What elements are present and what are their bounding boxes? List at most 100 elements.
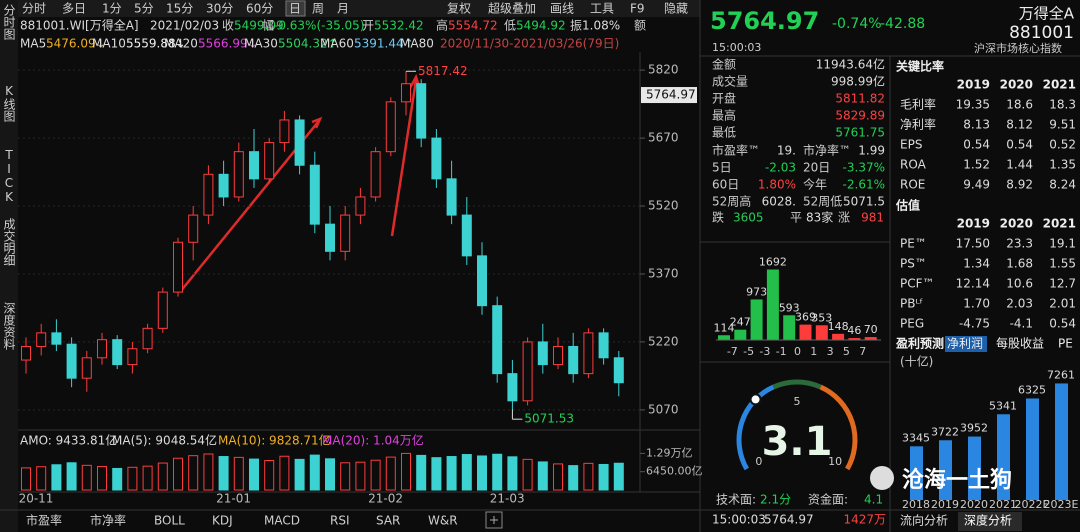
forecast-tab[interactable]: 每股收益 xyxy=(996,336,1044,351)
tool-button[interactable]: 复权 xyxy=(447,2,471,16)
amo-label: MA(5): 9048.54亿 xyxy=(112,433,217,448)
metric-label: 60日 xyxy=(712,178,739,192)
period-tab[interactable]: 5分 xyxy=(134,2,154,16)
tool-button[interactable]: 画线 xyxy=(550,2,574,16)
toolbar-bg xyxy=(0,0,700,17)
trend-arrow xyxy=(179,73,422,293)
indicator-tab[interactable]: SAR xyxy=(376,514,400,528)
indicator-tab[interactable]: 市盈率 xyxy=(26,513,62,528)
panel-tab[interactable]: 深度分析 xyxy=(964,513,1012,528)
gauge-value: 3.1 xyxy=(762,419,833,465)
forecast-tab[interactable]: 盈利预测 xyxy=(895,336,944,351)
side-tab[interactable]: 深度资料 xyxy=(2,302,16,350)
ratio-label: 毛利率 xyxy=(900,97,936,112)
date-label: 20-11 xyxy=(19,492,54,506)
score-value: 2.1分 xyxy=(760,493,791,507)
candle-body xyxy=(355,196,366,216)
ratio-label: PS™ xyxy=(900,257,927,271)
indicator-tab[interactable]: BOLL xyxy=(154,514,185,528)
trade-price: 5764.97 xyxy=(764,513,814,527)
side-tab[interactable]: 分时图 xyxy=(2,4,16,40)
period-tab[interactable]: 分时 xyxy=(22,2,46,16)
indicator-tab[interactable]: KDJ xyxy=(212,514,233,528)
tool-button[interactable]: F9 xyxy=(630,2,645,16)
forecast-tab[interactable]: 净利润 xyxy=(947,337,983,351)
stat-label: 金额 xyxy=(712,57,736,72)
gauge-needle xyxy=(749,393,762,406)
date-label: 21-02 xyxy=(368,492,403,506)
volume-bar xyxy=(340,462,351,491)
forecast-bar xyxy=(968,436,981,500)
year-header: 2019 xyxy=(957,217,990,231)
forecast-tab[interactable]: PE xyxy=(1058,337,1073,351)
year-label: 2020 xyxy=(960,498,988,511)
volume-bar xyxy=(188,455,199,491)
forecast-bar xyxy=(939,440,952,500)
info-value: 2021/02/03 xyxy=(150,19,219,33)
period-tab[interactable]: 30分 xyxy=(206,2,233,16)
info-label: 低 xyxy=(504,19,516,33)
period-tab[interactable]: 多日 xyxy=(62,2,86,16)
price-tick-label: 5670 xyxy=(648,131,679,145)
year-header: 2019 xyxy=(957,78,990,92)
breadth-bar xyxy=(848,338,861,340)
stat-label: 成交量 xyxy=(712,74,748,89)
indicator-tab[interactable]: RSI xyxy=(330,514,350,528)
ratio-value: 1.70 xyxy=(963,297,990,311)
volume-bar xyxy=(264,460,275,491)
breadth-value: 3605 xyxy=(733,211,764,225)
wechat-icon xyxy=(870,466,894,490)
breadth-bar xyxy=(864,337,877,340)
ratio-label: EPS xyxy=(900,138,922,152)
trade-volume: 1427万 xyxy=(843,513,886,527)
candle-body xyxy=(507,373,518,402)
tool-button[interactable]: 隐藏 xyxy=(664,2,688,16)
volume-bar xyxy=(492,453,503,491)
volume-bar xyxy=(325,458,335,491)
period-tab[interactable]: 周 xyxy=(312,2,324,16)
amo-label: MA(20): 1.04万亿 xyxy=(322,433,424,448)
ratio-value: -4.75 xyxy=(959,317,990,331)
indicator-tab[interactable]: W&R xyxy=(428,514,458,528)
volume-bar xyxy=(142,465,153,491)
period-tab[interactable]: 15分 xyxy=(166,2,193,16)
side-tab[interactable]: TICK xyxy=(2,148,16,204)
tool-button[interactable]: 超级叠加 xyxy=(488,1,536,16)
bin-label: 3 xyxy=(827,345,834,358)
tool-button[interactable]: 工具 xyxy=(590,2,614,16)
period-tab[interactable]: 60分 xyxy=(246,2,273,16)
candle-body xyxy=(233,151,244,198)
candle-body xyxy=(66,343,77,379)
candle-body xyxy=(264,142,275,180)
range-label: 2020/11/30-2021/03/26(79日) xyxy=(440,37,619,51)
metric-value: -2.03 xyxy=(765,161,796,175)
trade-time: 15:00:03 xyxy=(712,513,766,527)
indicator-tab[interactable]: MACD xyxy=(264,514,300,528)
bar-value: 593 xyxy=(779,301,800,314)
ratio-value: 2.01 xyxy=(1049,297,1076,311)
candle-body xyxy=(218,173,229,198)
breadth-value: 83家 xyxy=(806,210,833,225)
breadth-bar xyxy=(750,299,763,340)
stat-value: 5761.75 xyxy=(835,126,885,140)
volume-bar xyxy=(233,456,244,491)
candle-body xyxy=(279,119,290,144)
volume-bar xyxy=(583,462,594,491)
ratio-value: 8.92 xyxy=(1006,178,1033,192)
volume-bar xyxy=(203,453,214,491)
side-tab[interactable]: 成交明细 xyxy=(2,218,16,266)
ratio-value: 1.68 xyxy=(1006,257,1033,271)
period-tab[interactable]: 月 xyxy=(337,2,349,16)
panel-tab[interactable]: 流向分析 xyxy=(900,513,948,528)
change-pct: -0.74% xyxy=(832,16,882,32)
indicator-tab[interactable]: 市净率 xyxy=(90,513,126,528)
period-tab[interactable]: 1分 xyxy=(102,2,122,16)
sidebar-bg xyxy=(0,0,18,532)
ma-name: MA80 xyxy=(400,37,434,51)
volume-bar xyxy=(294,458,305,491)
period-tab[interactable]: 日 xyxy=(289,2,301,16)
ratio-value: 12.14 xyxy=(956,277,990,291)
metric-label: 52周高 xyxy=(712,194,751,209)
side-tab[interactable]: K线图 xyxy=(2,84,16,122)
bar-value: 114 xyxy=(714,321,735,334)
